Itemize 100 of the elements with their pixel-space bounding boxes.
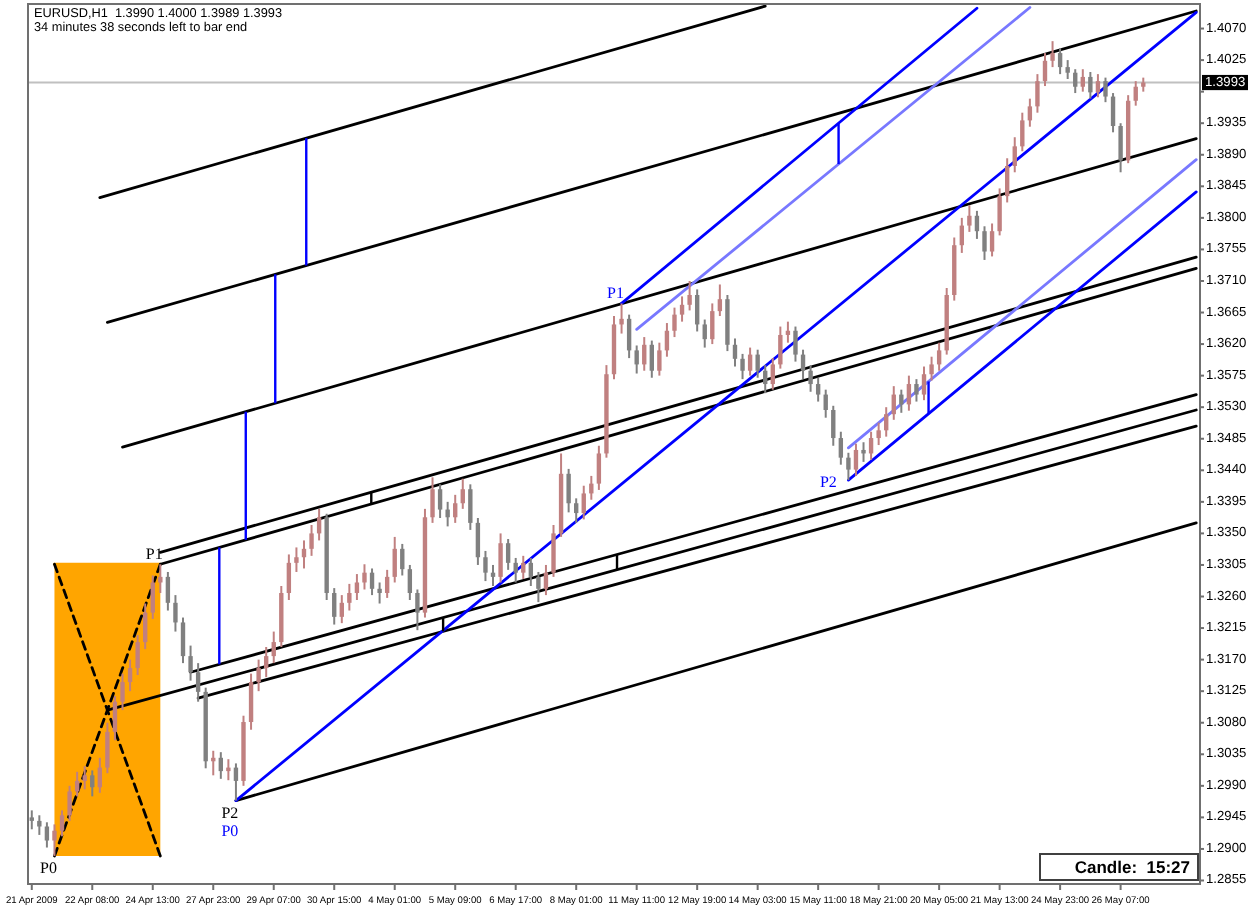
candlestick — [574, 497, 579, 524]
annotation: Candle: 15:27 — [1074, 857, 1191, 877]
candlestick — [505, 538, 511, 571]
series-label: P1 — [607, 284, 625, 303]
candlestick — [1057, 47, 1063, 76]
candlestick — [369, 567, 375, 597]
candlestick — [188, 644, 193, 682]
candlestick — [362, 563, 367, 591]
candlestick — [717, 283, 723, 318]
candlestick — [475, 516, 481, 566]
candlestick — [143, 602, 148, 651]
candlestick — [44, 821, 50, 849]
candlestick — [37, 814, 42, 836]
candlestick — [657, 341, 662, 377]
series-label: P2 — [819, 473, 837, 492]
candlestick — [377, 581, 382, 605]
candlestick — [808, 364, 813, 393]
series-label: P0 — [221, 821, 239, 840]
candlestick — [702, 318, 707, 349]
candlestick — [1095, 73, 1101, 99]
candlestick — [815, 376, 821, 403]
candlestick — [513, 556, 518, 584]
candlestick — [596, 444, 602, 491]
candlestick — [407, 563, 413, 602]
candlestick — [1004, 157, 1010, 204]
candlestick — [483, 549, 488, 583]
candlestick — [838, 430, 844, 466]
candlestick — [755, 348, 760, 379]
candlestick — [445, 500, 450, 528]
candlestick — [52, 823, 57, 857]
candlestick — [634, 344, 639, 375]
candlestick — [59, 809, 65, 838]
candlestick — [1073, 68, 1078, 95]
candlestick — [460, 477, 465, 510]
candlestick — [725, 294, 730, 353]
candlestick — [672, 306, 677, 339]
candlestick — [120, 672, 125, 712]
candlestick — [105, 721, 110, 775]
candlestick — [1035, 73, 1040, 114]
candlestick — [687, 279, 692, 312]
candlestick — [800, 348, 806, 381]
candlestick — [1065, 59, 1070, 81]
candlestick — [566, 467, 571, 514]
candlestick — [853, 442, 859, 477]
candlestick — [740, 352, 745, 381]
candlestick — [29, 809, 34, 831]
candlestick — [498, 532, 503, 584]
candlestick — [831, 404, 836, 447]
candlestick — [551, 523, 556, 578]
candlestick — [846, 451, 851, 482]
candlestick — [543, 563, 549, 597]
candlestick — [67, 784, 72, 822]
candlestick — [430, 476, 435, 524]
candlestick — [347, 582, 352, 612]
candlestick — [921, 365, 927, 402]
candlestick — [248, 672, 254, 731]
candlestick — [1020, 111, 1025, 153]
candlestick — [384, 568, 390, 599]
candlestick — [135, 634, 140, 677]
candlestick — [967, 204, 972, 233]
candlestick — [861, 441, 866, 463]
candlestick — [929, 355, 934, 382]
candlestick — [1050, 40, 1055, 69]
candlestick — [294, 546, 299, 573]
candlestick — [763, 364, 768, 395]
candlestick — [1080, 68, 1085, 93]
candlestick — [521, 554, 526, 580]
candlestick — [1133, 80, 1138, 107]
candlestick — [710, 302, 715, 346]
candlestick — [150, 574, 155, 620]
candlestick — [271, 630, 276, 665]
series-label: P1 — [145, 545, 163, 564]
candlestick — [1110, 92, 1116, 134]
candlestick — [437, 483, 443, 519]
candlestick — [82, 765, 87, 791]
candlestick — [982, 225, 987, 261]
candlestick — [581, 484, 586, 521]
candlestick — [528, 556, 534, 587]
candlestick — [536, 570, 541, 604]
candlestick — [1012, 136, 1017, 174]
candlestick — [332, 587, 337, 626]
candlestick — [914, 378, 919, 403]
candlestick — [173, 594, 178, 633]
candlestick — [468, 483, 473, 531]
candlestick — [649, 339, 654, 379]
candlestick — [415, 588, 420, 632]
candlestick — [770, 357, 775, 391]
candlestick — [226, 758, 231, 782]
candlestick — [256, 658, 261, 693]
candlestick — [589, 474, 594, 501]
candlestick — [453, 493, 458, 524]
candlestick — [263, 646, 269, 679]
candlestick — [732, 337, 738, 368]
candlestick — [884, 406, 889, 438]
candlestick — [309, 523, 314, 557]
candlestick — [1118, 122, 1123, 174]
candlestick — [989, 222, 995, 258]
candlestick — [626, 313, 632, 360]
candlestick — [90, 769, 95, 798]
candlestick — [876, 421, 881, 447]
